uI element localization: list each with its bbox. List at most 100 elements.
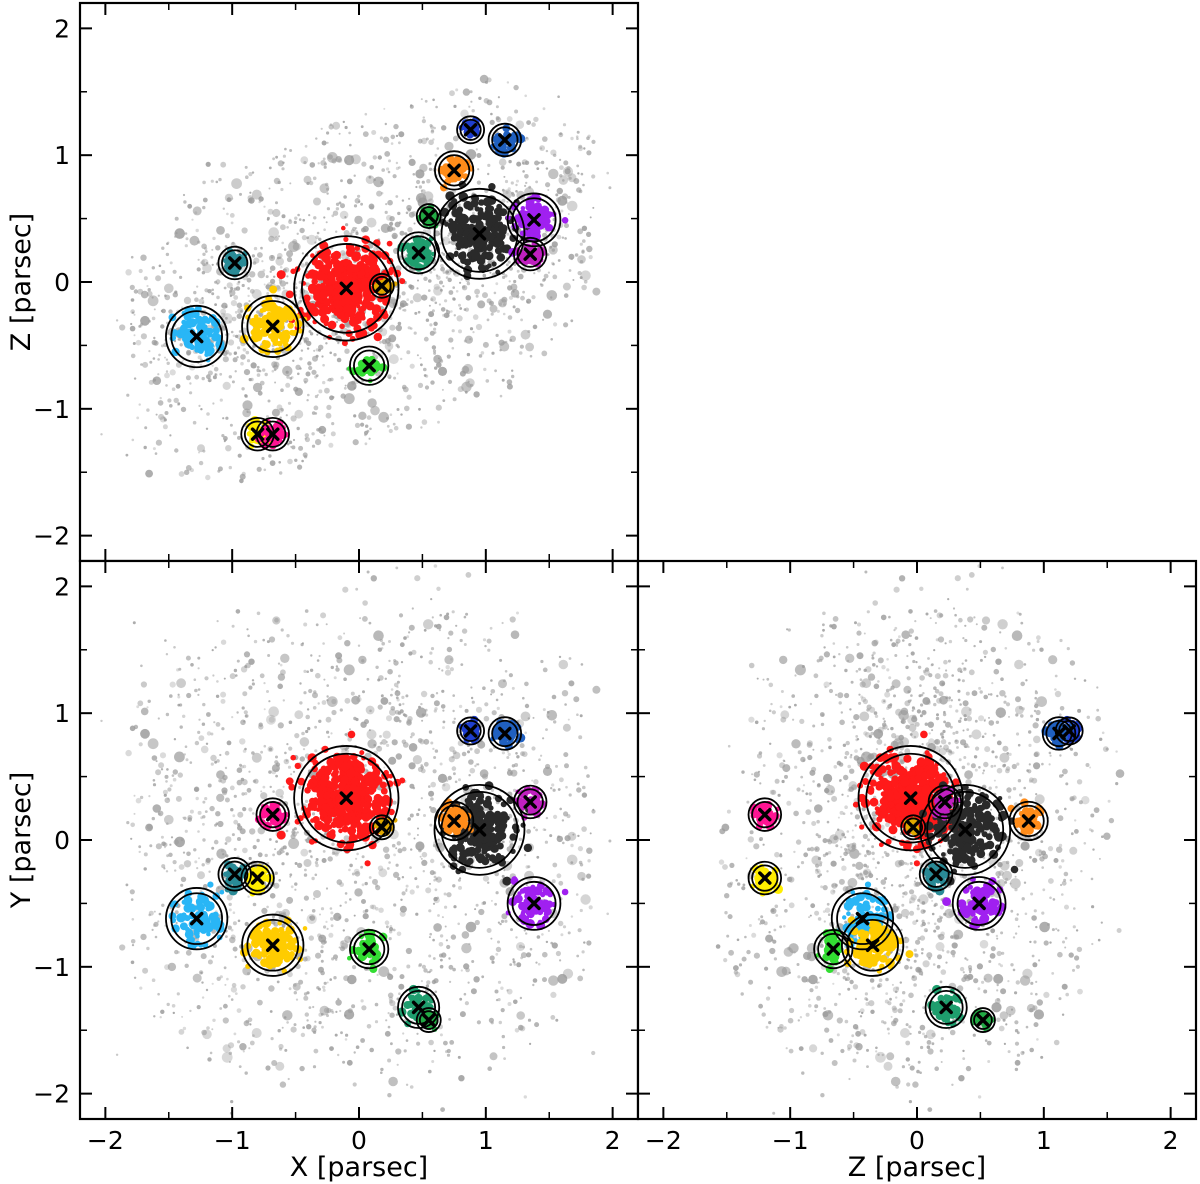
- background-star: [178, 471, 185, 477]
- background-star: [202, 259, 205, 263]
- group-member-point: [468, 214, 478, 224]
- background-star: [220, 698, 226, 704]
- background-star: [378, 675, 384, 681]
- background-star: [428, 279, 432, 283]
- background-star: [202, 197, 208, 203]
- background-star: [547, 929, 551, 933]
- background-star: [384, 210, 388, 214]
- background-star: [331, 698, 337, 705]
- background-star: [350, 229, 355, 234]
- background-star: [193, 848, 197, 852]
- background-star: [181, 306, 184, 309]
- background-star: [446, 1053, 451, 1057]
- background-star: [289, 149, 293, 152]
- background-star: [326, 131, 330, 135]
- background-star: [366, 677, 370, 681]
- background-star: [399, 230, 405, 236]
- group-member-point: [335, 283, 342, 291]
- background-star: [458, 704, 463, 709]
- background-star: [409, 889, 415, 895]
- background-star: [455, 88, 459, 92]
- background-star: [563, 160, 569, 166]
- background-star: [258, 724, 264, 730]
- background-star: [510, 289, 520, 298]
- background-star: [151, 266, 155, 270]
- background-star: [577, 255, 586, 264]
- background-star: [543, 273, 549, 279]
- background-star: [236, 659, 240, 663]
- background-star: [277, 160, 284, 167]
- background-star: [465, 149, 477, 160]
- background-star: [477, 168, 480, 171]
- background-star: [246, 787, 252, 793]
- background-star: [344, 1009, 355, 1020]
- background-star: [545, 940, 549, 944]
- background-star: [453, 905, 457, 909]
- background-star: [232, 911, 236, 914]
- background-star: [526, 829, 531, 834]
- background-star: [370, 405, 380, 416]
- background-star: [184, 244, 188, 248]
- background-star: [244, 1071, 248, 1075]
- background-star: [570, 136, 574, 141]
- background-star: [243, 720, 246, 723]
- background-star: [580, 172, 584, 176]
- background-star: [353, 174, 356, 177]
- group-member-point: [327, 320, 337, 330]
- background-star: [381, 339, 387, 345]
- background-star: [431, 309, 435, 313]
- background-star: [325, 887, 329, 890]
- background-star: [316, 231, 320, 235]
- background-star: [335, 1010, 338, 1014]
- group-member-point: [285, 290, 294, 299]
- background-star: [268, 747, 273, 751]
- background-star: [416, 179, 421, 185]
- background-star: [536, 167, 540, 171]
- background-star: [433, 354, 442, 364]
- background-star: [216, 793, 225, 803]
- background-star: [248, 807, 253, 812]
- background-star: [500, 919, 505, 924]
- background-star: [206, 1026, 210, 1030]
- background-star: [301, 731, 305, 736]
- background-star: [396, 408, 400, 411]
- background-star: [294, 710, 304, 720]
- background-star: [404, 405, 410, 412]
- background-star: [218, 177, 222, 182]
- background-star: [579, 260, 584, 264]
- background-star: [125, 883, 129, 887]
- background-star: [244, 165, 248, 169]
- background-star: [527, 865, 531, 869]
- background-star: [318, 344, 324, 350]
- group-member-point: [350, 282, 360, 291]
- background-star: [169, 694, 173, 698]
- background-star: [433, 756, 437, 759]
- background-star: [416, 1032, 419, 1035]
- background-star: [460, 969, 463, 972]
- background-star: [309, 332, 314, 336]
- background-star: [211, 955, 214, 958]
- background-star: [366, 570, 370, 574]
- background-star: [252, 902, 257, 907]
- background-star: [248, 378, 252, 382]
- background-star: [452, 709, 455, 713]
- background-star: [246, 359, 251, 363]
- background-star: [308, 365, 313, 371]
- background-star: [297, 862, 303, 869]
- background-star: [395, 324, 402, 332]
- background-star: [397, 877, 401, 881]
- background-star: [520, 318, 523, 322]
- background-star: [115, 1053, 119, 1057]
- background-star: [392, 174, 397, 179]
- background-star: [489, 304, 498, 313]
- group-member-point: [361, 277, 370, 286]
- background-star: [231, 316, 237, 322]
- background-star: [333, 954, 338, 960]
- background-star: [245, 714, 249, 718]
- background-star: [249, 828, 256, 835]
- background-star: [172, 860, 177, 865]
- background-star: [488, 1017, 494, 1023]
- background-star: [223, 677, 226, 680]
- background-star: [332, 121, 341, 130]
- background-star: [236, 356, 239, 359]
